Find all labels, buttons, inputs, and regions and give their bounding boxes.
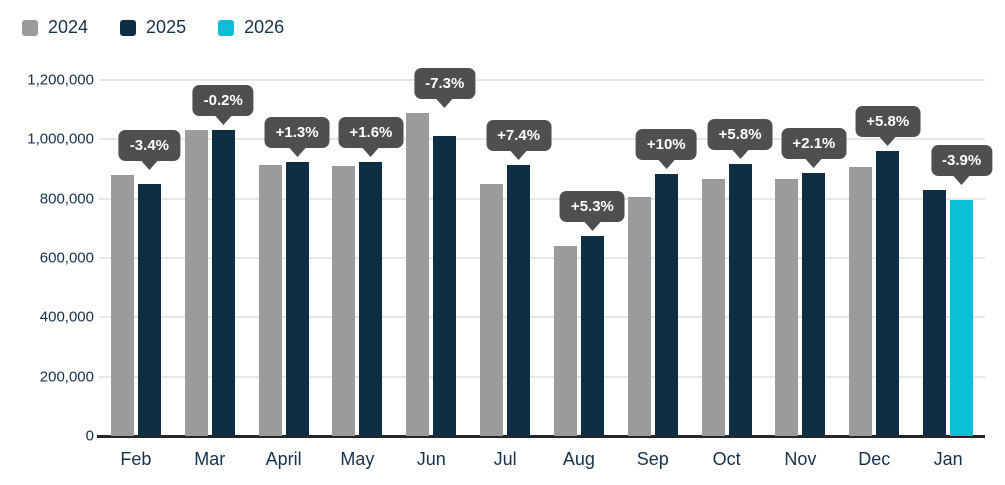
x-axis-tick-label: Feb (120, 449, 152, 469)
bar-2024-feb (110, 174, 134, 436)
bar-2024-nov (775, 178, 799, 436)
change-tooltip-aug: +5.3% (559, 191, 625, 223)
legend-label-2025: 2025 (146, 17, 187, 37)
bar-2025-jan (923, 190, 947, 436)
change-tooltip-sep: +10% (635, 128, 697, 160)
bar-2026-jan (950, 199, 974, 436)
bar-2025-may (359, 161, 383, 436)
change-tooltip-april: +1.3% (264, 116, 330, 148)
bar-2024-jul (480, 183, 504, 436)
change-tooltip-jan: -3.9% (930, 145, 993, 177)
change-tooltip-nov: +2.1% (781, 128, 847, 160)
x-axis-tick-label: Jul (493, 449, 517, 469)
bar-2025-april (285, 161, 309, 436)
x-axis-tick-label: Nov (784, 449, 817, 469)
bar-2024-april (258, 165, 282, 436)
change-tooltip-feb: -3.4% (118, 129, 180, 161)
x-axis-tick-label: Dec (858, 449, 891, 469)
legend-swatch-2026 (218, 19, 235, 36)
legend-label-2024: 2024 (48, 17, 89, 37)
x-axis-tick-label: Jan (933, 449, 963, 469)
bar-2024-may (332, 166, 356, 436)
x-axis-tick-label: Jun (416, 449, 446, 469)
bar-2024-oct (701, 179, 725, 436)
legend-item-2024: 2024 (22, 17, 88, 38)
bar-2024-sep (627, 197, 651, 436)
chart-legend: 2024 2025 2026 (22, 17, 284, 38)
bar-2025-mar (211, 130, 235, 436)
bar-2025-jul (507, 164, 531, 436)
change-tooltip-may: +1.6% (338, 116, 404, 148)
x-axis-tick-label: Sep (636, 449, 669, 469)
bar-2025-sep (654, 173, 678, 436)
bar-2025-oct (728, 164, 752, 436)
y-axis-tick-label: 600,000 (39, 249, 94, 267)
y-axis-tick-label: 800,000 (39, 190, 94, 208)
y-axis-tick-label: 400,000 (39, 308, 94, 326)
x-axis-line (97, 435, 985, 438)
bar-2025-aug (580, 236, 604, 436)
gridline-400000 (99, 316, 985, 319)
x-axis-tick-label: Oct (712, 449, 741, 469)
gridline-600000 (99, 257, 985, 259)
x-axis-tick-label: Mar (194, 449, 226, 469)
change-tooltip-oct: +5.8% (707, 119, 773, 151)
x-axis-tick-label: May (340, 449, 375, 469)
y-axis-tick-label: 0 (85, 427, 94, 445)
bar-2025-dec (876, 150, 900, 436)
legend-swatch-2024 (22, 19, 38, 36)
bar-2025-feb (137, 183, 161, 436)
y-axis-tick-label: 1,000,000 (27, 130, 94, 148)
y-axis-tick-label: 1,200,000 (27, 71, 94, 89)
legend-item-2026: 2026 (218, 17, 284, 38)
y-axis-tick-label: 200,000 (39, 368, 94, 386)
legend-swatch-2025 (120, 19, 137, 36)
change-tooltip-dec: +5.8% (855, 105, 921, 137)
bar-2025-jun (433, 136, 457, 436)
bar-2024-dec (849, 166, 873, 436)
gridline-1200000 (99, 79, 985, 81)
bar-2024-aug (553, 246, 577, 436)
x-axis-tick-label: Aug (562, 449, 595, 469)
legend-label-2026: 2026 (244, 17, 285, 37)
gridline-200000 (99, 375, 985, 378)
bar-2024-mar (184, 129, 208, 436)
change-tooltip-mar: -0.2% (192, 84, 254, 116)
bar-2025-nov (802, 173, 826, 436)
change-tooltip-jun: -7.3% (414, 67, 476, 99)
x-axis-tick-label: April (265, 449, 302, 469)
change-tooltip-jul: +7.4% (486, 119, 552, 151)
bar-2024-jun (406, 112, 430, 436)
gridline-800000 (99, 197, 985, 200)
legend-item-2025: 2025 (120, 17, 186, 38)
